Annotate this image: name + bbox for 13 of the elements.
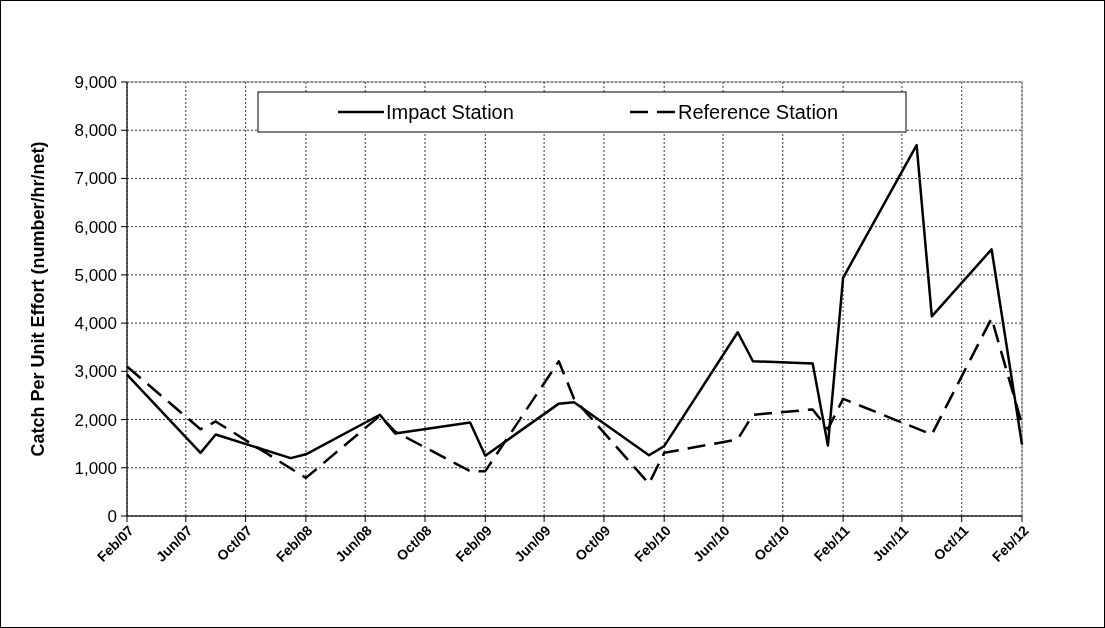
y-tick-label: 9,000 [74, 72, 117, 92]
y-tick-label: 7,000 [74, 169, 117, 189]
y-tick-label: 3,000 [74, 362, 117, 382]
y-axis-title: Catch Per Unit Effort (number/hr/net) [28, 141, 48, 457]
y-tick-label: 0 [107, 506, 117, 526]
y-tick-label: 1,000 [74, 458, 117, 478]
y-tick-label: 4,000 [74, 314, 117, 334]
legend-label: Impact Station [386, 101, 514, 123]
y-tick-label: 6,000 [74, 217, 117, 237]
legend-label: Reference Station [678, 101, 839, 123]
y-tick-label: 2,000 [74, 410, 117, 430]
y-tick-label: 5,000 [74, 265, 117, 285]
y-tick-label: 8,000 [74, 121, 117, 141]
